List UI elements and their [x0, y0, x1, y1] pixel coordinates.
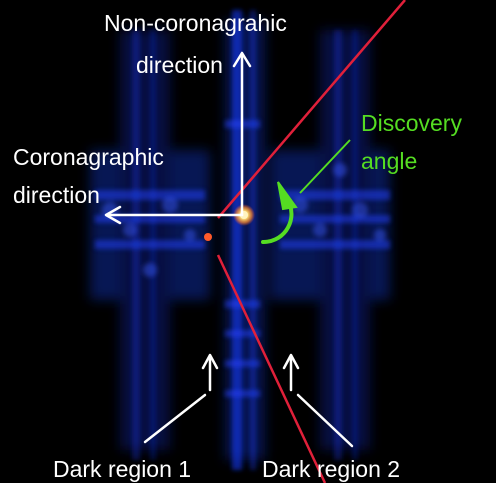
discovery-angle-label-line2: angle: [361, 148, 418, 174]
non-coronagraphic-label-line2: direction: [136, 52, 223, 78]
non-coronagraphic-label-line1: Non-coronagrahic: [104, 10, 287, 36]
arrow-up-icon: [232, 51, 252, 217]
discovery-leader-line: [299, 139, 351, 194]
curved-arrow-icon: [261, 181, 298, 245]
discovery-angle-label-line1: Discovery: [361, 110, 462, 136]
diffraction-stripes: [95, 10, 390, 470]
discovery-boundary-lower: [216, 254, 327, 483]
dark-region-1-label: Dark region 1: [53, 456, 192, 482]
coronagraphic-label-line1: Coronagraphic: [13, 144, 164, 170]
discovery-boundary-upper: [217, 0, 406, 219]
coronagraphic-label-line2: direction: [13, 182, 100, 208]
arrow-left-icon: [104, 205, 244, 225]
dark-region-2-pointer: [282, 353, 354, 448]
dark-region-1-pointer: [143, 353, 219, 444]
dark-region-2-label: Dark region 2: [262, 456, 401, 482]
companion-dot: [204, 233, 212, 241]
